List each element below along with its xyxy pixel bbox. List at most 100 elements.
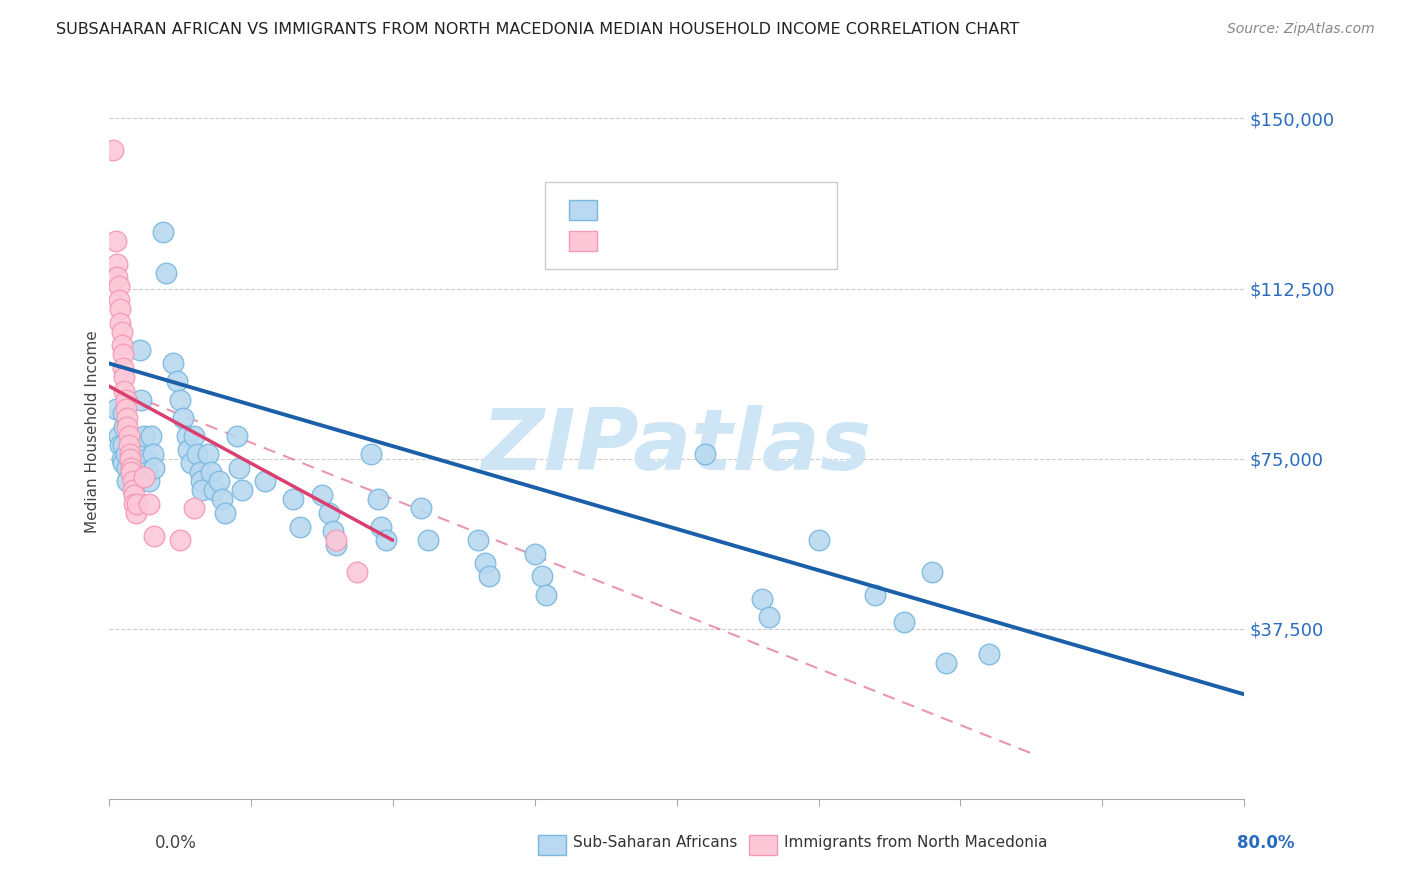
Point [122,475,145,489]
Point [290,519,312,533]
Point [110,325,132,339]
Point [107,429,129,443]
Point [169,392,191,407]
Point [124,442,146,457]
Point [111,347,134,361]
Text: R =: R = [607,201,644,219]
Point [180,456,202,470]
Point [325,533,347,548]
Point [125,456,148,470]
Point [225,429,247,443]
Point [134,469,156,483]
Point [111,406,134,420]
Point [110,451,132,466]
Point [197,447,219,461]
Point [155,266,177,280]
Point [228,460,250,475]
Point [138,497,160,511]
Point [534,588,557,602]
Point [114,392,136,407]
Text: SUBSAHARAN AFRICAN VS IMMIGRANTS FROM NORTH MACEDONIA MEDIAN HOUSEHOLD INCOME CO: SUBSAHARAN AFRICAN VS IMMIGRANTS FROM NO… [56,22,1019,37]
Text: N =: N = [727,201,765,219]
Point [124,488,146,502]
Point [111,360,134,375]
Point [758,610,780,624]
Point [143,460,166,475]
Point [134,429,156,443]
Point [108,438,131,452]
Point [200,465,222,479]
Point [104,401,127,416]
Point [253,475,276,489]
Point [360,447,382,461]
Point [117,429,139,443]
Point [208,475,231,489]
Point [120,451,142,466]
Point [136,465,159,479]
Point [105,270,128,285]
Point [110,338,132,352]
Point [115,475,138,489]
Point [127,475,149,489]
Point [935,656,957,670]
Point [108,301,131,316]
Point [138,475,160,489]
Point [418,533,440,548]
Point [112,420,135,434]
Point [176,429,198,443]
Point [370,519,392,533]
Point [120,434,142,448]
Point [105,257,128,271]
Text: R =: R = [607,232,644,250]
Point [125,506,148,520]
Point [131,392,153,407]
Point [120,447,142,461]
Point [172,410,194,425]
Point [346,565,368,579]
Point [467,533,489,548]
Point [112,384,135,398]
Text: ZIPatlas: ZIPatlas [481,405,872,488]
Point [807,533,830,548]
Point [751,592,773,607]
Point [114,447,136,461]
Text: Immigrants from North Macedonia: Immigrants from North Macedonia [785,836,1047,850]
Point [111,456,134,470]
Point [693,447,716,461]
Point [114,401,136,416]
Point [183,501,205,516]
Point [122,483,145,498]
Point [135,451,157,466]
Point [865,588,887,602]
Point [107,293,129,307]
Point [211,492,233,507]
Point [523,547,546,561]
Point [101,143,124,157]
Text: -0.691: -0.691 [650,201,710,219]
Point [142,447,165,461]
Point [111,438,134,452]
Text: 70: 70 [769,201,794,219]
Point [120,451,142,466]
Point [325,538,347,552]
Point [115,410,138,425]
Point [311,488,333,502]
Point [115,460,138,475]
Point [115,420,138,434]
Point [191,483,214,498]
Point [202,483,225,498]
Point [141,429,163,443]
Point [214,506,236,520]
Text: 37: 37 [769,232,794,250]
Point [152,225,174,239]
Point [409,501,432,516]
Point [530,569,553,583]
Point [117,438,139,452]
Text: -0.309: -0.309 [650,232,710,250]
Point [474,556,496,570]
Point [283,492,305,507]
Point [374,533,396,548]
Point [129,343,152,357]
Point [108,316,131,330]
Y-axis label: Median Household Income: Median Household Income [86,330,100,533]
